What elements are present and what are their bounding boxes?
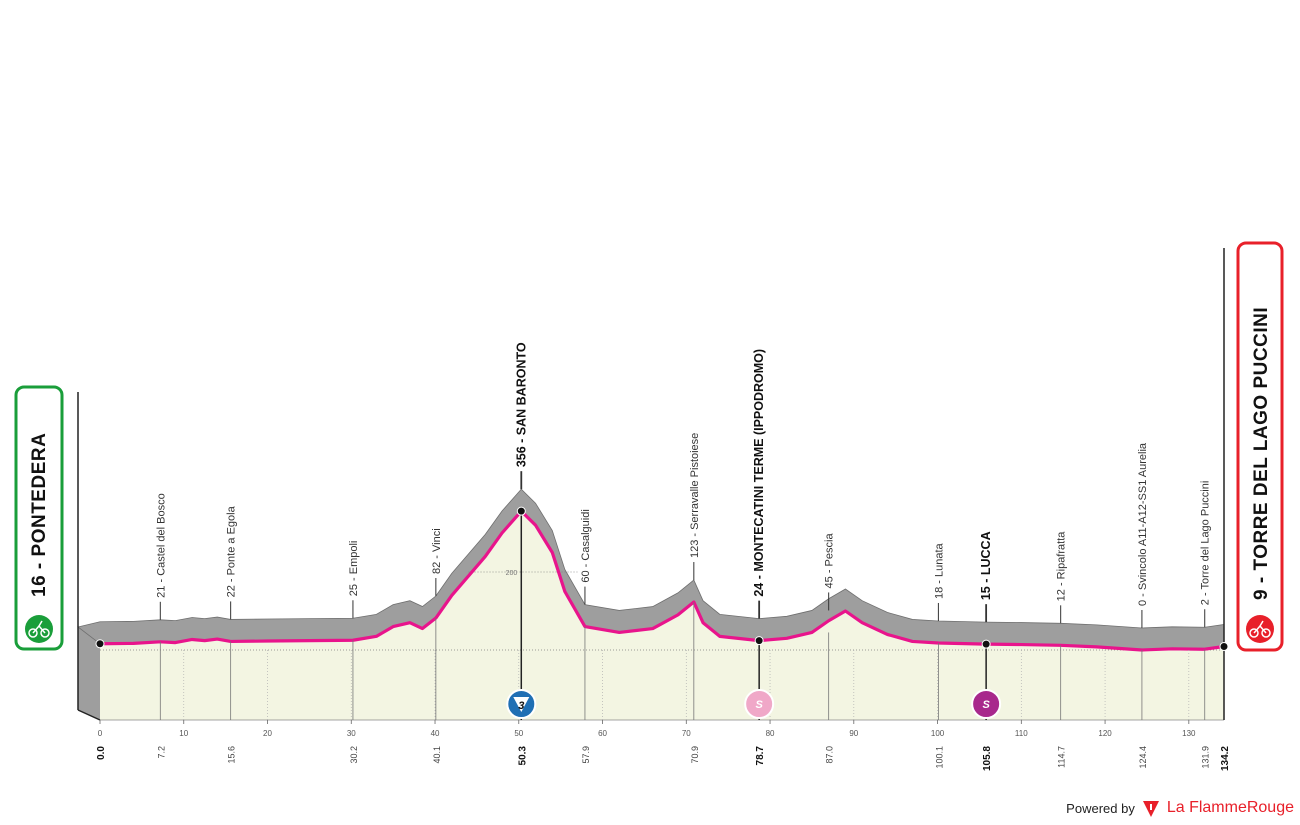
start-box [14, 385, 64, 651]
x-tick-label-10: 10 [179, 729, 188, 738]
waypoint-km-8: 87.0 [825, 746, 835, 764]
gpm-category-label: 3 [518, 700, 524, 712]
waypoint-km-6: 70.9 [690, 746, 700, 764]
finish-cyclist-wheel-back [1249, 628, 1259, 638]
x-tick-label-90: 90 [849, 729, 858, 738]
waypoint-km-12: 124.4 [1138, 746, 1148, 769]
profile-base-edge [77, 709, 101, 721]
waypoint-label-4: 356 - SAN BARONTO [514, 342, 528, 467]
waypoint-label-12: 0 - Svincolo A11-A12-SS1 Aurelia [1137, 442, 1149, 606]
gpm-triangle-icon [513, 697, 530, 712]
waypoint-km-9: 100.1 [934, 746, 944, 769]
x-tick-label-110: 110 [1015, 729, 1028, 738]
powered-by-text: Powered by [1066, 800, 1135, 816]
waypoint-label-9: 18 - Lunata [933, 542, 945, 599]
profile-area-fill [100, 511, 1224, 720]
x-tick-label-50: 50 [514, 729, 523, 738]
start-cyclist-icon [25, 615, 53, 643]
finish-box [1236, 241, 1284, 652]
waypoint-label-0: 21 - Castel del Bosco [155, 493, 167, 598]
waypoint-km-2: 30.2 [349, 746, 359, 764]
sprint-symbol-0: S [755, 699, 763, 711]
profile-side-wall [78, 627, 100, 720]
waypoint-label-1: 22 - Ponte a Egola [226, 505, 238, 597]
footer: Powered by La FlammeRouge [1066, 798, 1294, 818]
flame-rouge-logo-icon [1142, 801, 1159, 817]
waypoint-km-5: 57.9 [581, 746, 591, 764]
x-tick-label-100: 100 [931, 729, 945, 738]
waypoint-label-5: 60 - Casalguidi [580, 509, 592, 582]
finish-dot [1219, 641, 1229, 651]
brand-name[interactable]: La FlammeRouge [1166, 799, 1294, 816]
x-tick-label-80: 80 [766, 729, 775, 738]
waypoint-label-8: 45 - Pescia [824, 533, 836, 589]
waypoint-km-0: 7.2 [156, 746, 166, 759]
x-tick-label-70: 70 [682, 729, 691, 738]
waypoint-dot-10 [981, 639, 991, 649]
waypoint-label-2: 25 - Empoli [348, 541, 360, 597]
x-tick-label-0: 0 [98, 729, 103, 738]
x-tick-label-40: 40 [431, 729, 440, 738]
finish-cyclist-frame [1253, 620, 1267, 634]
x-tick-label-30: 30 [347, 729, 356, 738]
sprint-marker-0 [744, 689, 775, 719]
waypoint-label-3: 82 - Vinci [431, 528, 443, 574]
start-km-label: 0.0 [96, 746, 107, 760]
waypoint-km-1: 15.6 [227, 746, 237, 764]
sprint-marker-1 [971, 689, 1002, 719]
start-cyclist-frame [32, 620, 46, 634]
start-cyclist-wheel-back [28, 628, 38, 638]
waypoint-km-11: 114.7 [1057, 746, 1067, 768]
start-cyclist-wheel-front [40, 628, 50, 638]
terrain-surface [77, 488, 1225, 651]
waypoint-label-6: 123 - Serravalle Pistoiese [689, 433, 701, 558]
waypoint-label-10: 15 - LUCCA [979, 531, 993, 600]
altitude-200-label: 200 [506, 570, 518, 577]
route-line [99, 509, 1225, 652]
sprint-symbol-1: S [982, 699, 990, 711]
x-tick-label-20: 20 [263, 729, 272, 738]
waypoint-label-7: 24 - MONTECATINI TERME (IPPODROMO) [752, 349, 766, 597]
waypoint-dot-7 [754, 636, 764, 646]
waypoint-label-11: 12 - Ripafratta [1056, 531, 1068, 602]
x-tick-label-120: 120 [1098, 729, 1112, 738]
x-tick-label-130: 130 [1182, 729, 1196, 738]
waypoint-km-3: 40.1 [432, 746, 442, 764]
waypoint-dot-4 [516, 506, 526, 516]
waypoint-km-13: 131.9 [1201, 746, 1211, 769]
waypoint-km-10: 105.8 [982, 746, 993, 771]
finish-km-label: 134.2 [1220, 746, 1231, 771]
waypoint-km-4: 50.3 [517, 746, 528, 766]
finish-cyclist-icon [1246, 615, 1274, 643]
finish-label: 9 - TORRE DEL LAGO PUCCINI [1251, 307, 1272, 600]
finish-cyclist-wheel-front [1261, 628, 1271, 638]
start-dot [95, 639, 105, 649]
start-label: 16 - PONTEDERA [29, 433, 50, 597]
waypoint-label-13: 2 - Torre del Lago Puccini [1200, 481, 1212, 606]
x-tick-label-60: 60 [598, 729, 607, 738]
waypoint-km-7: 78.7 [755, 746, 766, 766]
